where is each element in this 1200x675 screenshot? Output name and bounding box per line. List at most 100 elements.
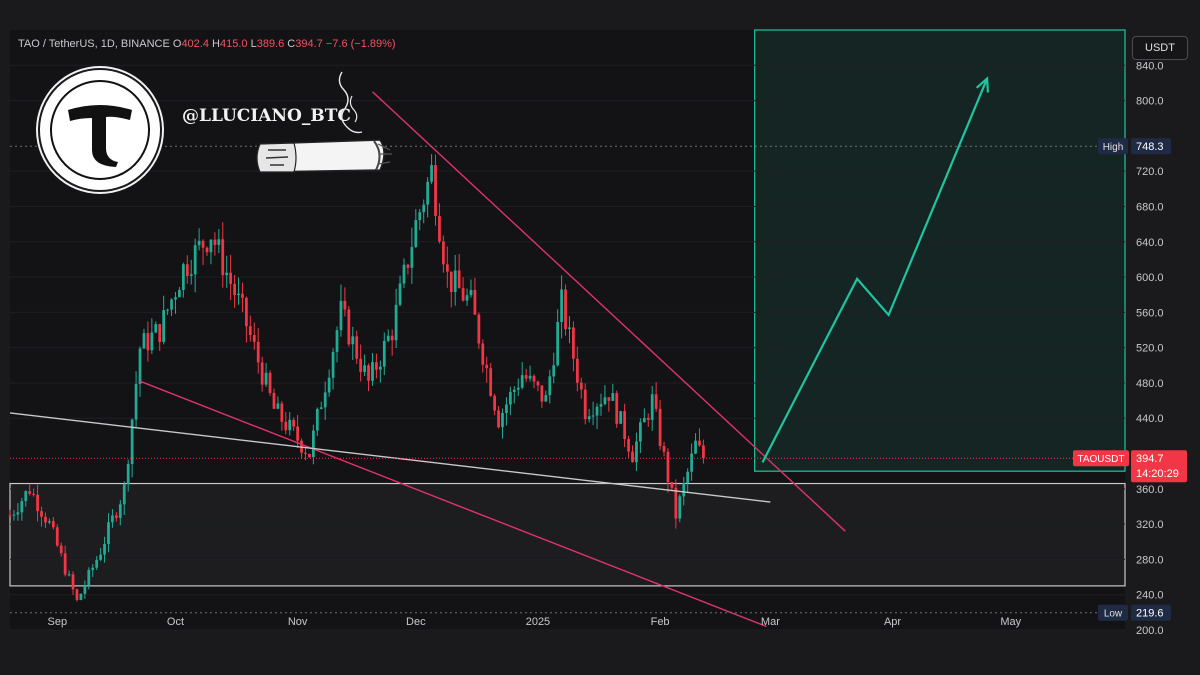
low-badge: Low 219.6 — [1098, 604, 1171, 621]
candle-body — [237, 293, 240, 296]
candle — [138, 346, 142, 397]
logo-ring — [50, 80, 150, 180]
candle-body — [587, 416, 591, 420]
candle — [146, 321, 150, 362]
candle-body — [678, 496, 682, 519]
candle-body — [461, 288, 465, 301]
candle — [642, 408, 646, 423]
candle-body — [347, 309, 351, 345]
candle-body — [221, 239, 225, 276]
candle — [371, 352, 374, 386]
candle — [501, 408, 504, 439]
candle — [284, 411, 288, 435]
candle — [473, 277, 477, 315]
candle — [544, 390, 548, 402]
candle — [122, 481, 126, 516]
candle — [308, 453, 311, 458]
candle-body — [367, 365, 370, 381]
candle — [587, 409, 591, 423]
candle — [607, 397, 611, 412]
candle — [311, 424, 315, 465]
candle — [493, 393, 496, 416]
candle-body — [111, 515, 114, 523]
candle-body — [130, 419, 134, 464]
candle-body — [272, 392, 276, 409]
candle-body — [103, 543, 106, 555]
candle-body — [516, 387, 520, 390]
candle — [398, 275, 402, 307]
candle-body — [650, 394, 654, 420]
chart-area[interactable] — [10, 30, 1125, 630]
candle — [335, 326, 339, 363]
candle-body — [564, 289, 567, 330]
candle — [347, 305, 351, 347]
candle — [260, 356, 264, 392]
candle-body — [174, 297, 177, 300]
candle — [67, 570, 71, 577]
y-tick-label: 720.0 — [1136, 166, 1164, 178]
candle — [162, 295, 166, 345]
price-unit-button[interactable]: USDT — [1132, 36, 1188, 60]
candle-body — [639, 422, 642, 442]
candle-body — [390, 335, 394, 341]
candle-body — [292, 419, 296, 427]
candle-body — [134, 384, 138, 420]
candle — [465, 288, 469, 306]
candle-body — [623, 411, 627, 440]
candle — [595, 403, 599, 430]
candle — [690, 443, 693, 481]
candle — [662, 441, 666, 457]
candle — [55, 524, 59, 547]
candle-body — [493, 395, 496, 411]
candle — [252, 322, 256, 350]
candle-body — [95, 559, 99, 568]
x-tick-label: May — [1000, 616, 1021, 628]
candle — [118, 500, 122, 526]
candle — [670, 481, 674, 492]
candle — [174, 291, 177, 314]
candle — [130, 418, 134, 478]
projection-path — [761, 78, 989, 463]
candle-body — [469, 289, 473, 296]
candle — [512, 386, 516, 404]
candle-body — [481, 343, 485, 365]
candle-body — [201, 240, 205, 248]
candle — [469, 279, 473, 298]
candle — [532, 374, 536, 389]
candle-body — [536, 381, 540, 386]
diagonal-support — [9, 412, 771, 503]
candle-body — [355, 336, 359, 359]
candle-body — [386, 335, 390, 341]
candle-body — [55, 527, 59, 546]
candle-body — [87, 569, 91, 586]
candle — [666, 448, 670, 493]
candle — [331, 348, 335, 390]
candle — [16, 503, 20, 521]
symbol-tag-bg — [1073, 450, 1129, 467]
candle-body — [59, 545, 63, 554]
candle-body — [418, 212, 422, 221]
candle — [8, 509, 12, 517]
candle-body — [619, 411, 623, 424]
candle-body — [548, 376, 552, 396]
candle-body — [264, 372, 268, 385]
candle — [508, 386, 512, 416]
candle — [635, 432, 638, 471]
candle — [178, 286, 181, 298]
candle — [209, 239, 213, 265]
candle-body — [268, 372, 272, 393]
candle-body — [178, 290, 181, 298]
candle-body — [363, 365, 366, 372]
candle — [564, 284, 567, 336]
candle-body — [126, 463, 130, 485]
candle — [386, 329, 390, 343]
candle-body — [79, 593, 83, 600]
candle-body — [315, 408, 319, 431]
candle-body — [453, 270, 457, 292]
candle-body — [465, 295, 469, 301]
candle — [583, 383, 587, 425]
candle-body — [28, 491, 32, 494]
high-label: H — [212, 38, 220, 50]
candle-body — [213, 239, 217, 245]
